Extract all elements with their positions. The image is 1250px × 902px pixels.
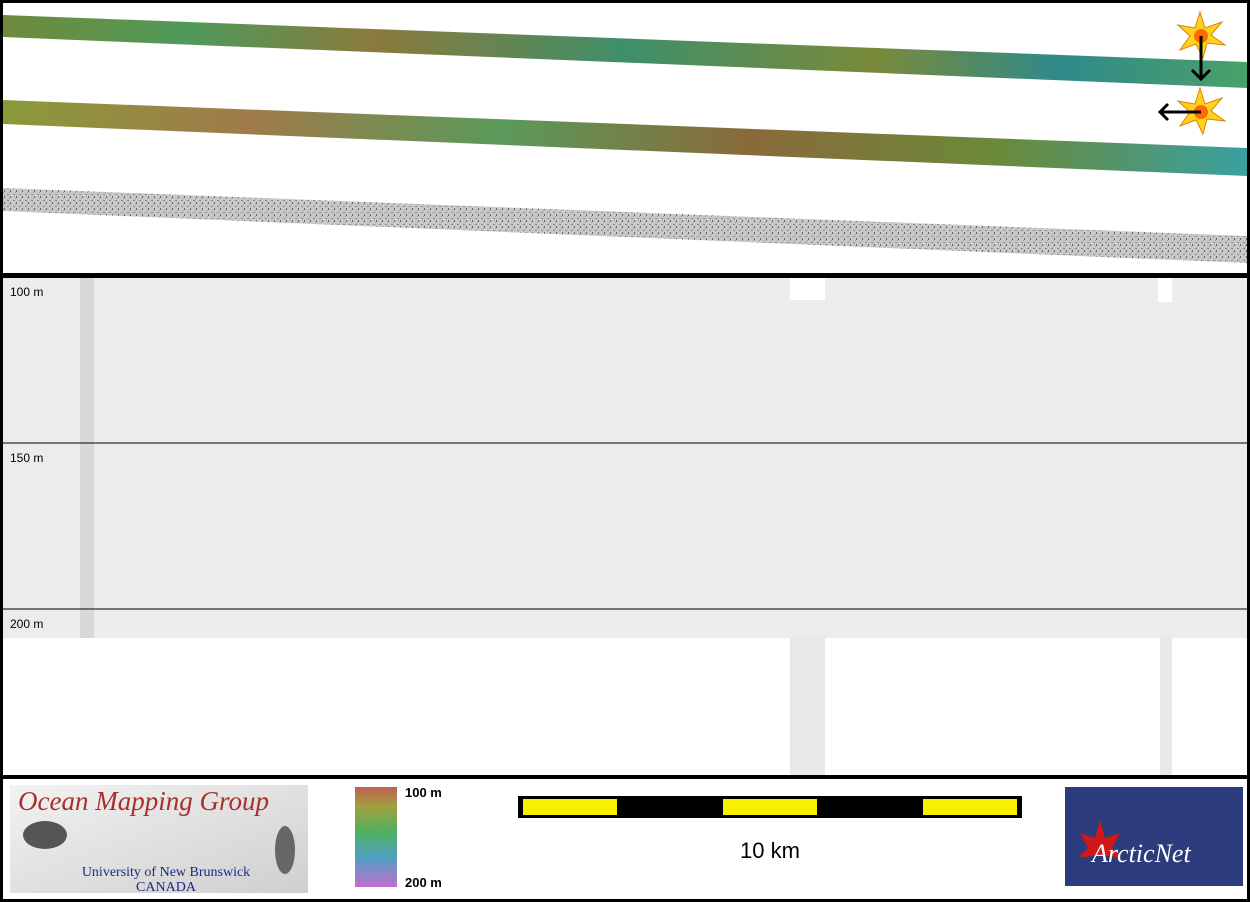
bathymetry-swath	[3, 15, 1247, 88]
data-gap	[1158, 278, 1172, 302]
logo-graphic	[23, 821, 67, 849]
arcticnet-logo	[1065, 787, 1243, 886]
data-gap	[790, 278, 825, 300]
water-column	[3, 278, 1247, 638]
logo-graphic	[275, 826, 295, 874]
depth-label: 150 m	[10, 451, 43, 465]
data-gap	[790, 638, 825, 775]
scale-segment	[723, 799, 817, 815]
bathymetry-swath	[3, 100, 1247, 176]
colorbar-label: 200 m	[405, 875, 442, 890]
data-gap	[1160, 638, 1172, 775]
sun-icon	[1157, 86, 1227, 136]
depth-label: 100 m	[10, 285, 43, 299]
scale-segment	[523, 799, 617, 815]
backscatter-swath	[3, 188, 1247, 263]
logo-country: CANADA	[136, 880, 197, 895]
logo-university: University of New Brunswick	[82, 865, 250, 880]
scale-segment	[923, 799, 1017, 815]
depth-label: 200 m	[10, 617, 43, 631]
logo-title: Ocean Mapping Group	[18, 786, 269, 816]
colorbar-label: 100 m	[405, 785, 442, 800]
colorbar	[355, 787, 397, 887]
noise-band	[80, 278, 94, 638]
scale-label: 10 km	[740, 838, 800, 863]
sun-icon	[1176, 10, 1227, 82]
arcticnet-label: ArcticNet	[1090, 839, 1191, 868]
maple-leaf	[1078, 820, 1122, 858]
